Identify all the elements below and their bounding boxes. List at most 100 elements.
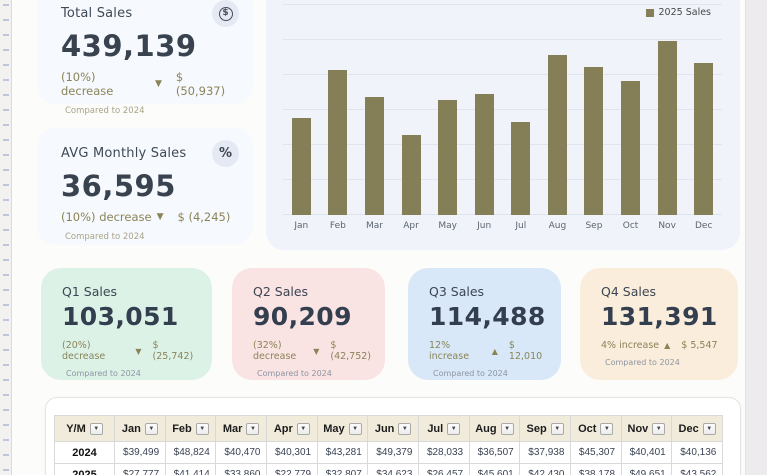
x-axis-label-feb: Feb: [329, 221, 346, 231]
value-cell-2024-jan[interactable]: $39,499: [114, 441, 166, 464]
currency-symbol: $: [376, 447, 382, 458]
x-axis-label-dec: Dec: [694, 221, 713, 231]
column-header-may: May ▼: [316, 415, 369, 442]
q2-delta: (32%) decrease ▼ $ (42,752): [253, 340, 371, 362]
column-header-label: Dec: [678, 422, 699, 435]
column-header-jan: Jan ▼: [114, 415, 166, 442]
filter-dropdown-button[interactable]: ▼: [195, 422, 209, 435]
filter-dropdown-button[interactable]: ▼: [652, 422, 666, 435]
value-cell-2024-may[interactable]: $43,281: [316, 441, 369, 464]
value-cell-2025-apr[interactable]: $22,779: [265, 463, 318, 475]
increase-arrow-icon: ▲: [664, 341, 671, 351]
value-cell-2024-sep[interactable]: $37,938: [519, 441, 571, 464]
cell-value: 43,562: [685, 469, 717, 475]
compared-label: Compared to 2024: [433, 369, 508, 379]
q1-sales-card: Q1 Sales 103,051 (20%) decrease ▼ $ (25,…: [41, 268, 212, 380]
value-cell-2024-jun[interactable]: $49,379: [367, 441, 419, 464]
filter-dropdown-button[interactable]: ▼: [296, 422, 310, 435]
currency-symbol: $: [325, 469, 332, 475]
value-cell-2024-nov[interactable]: $40,401: [620, 441, 673, 464]
column-header-label: May: [323, 422, 345, 435]
value-cell-2025-dec[interactable]: $43,562: [671, 463, 723, 475]
filter-dropdown-button[interactable]: ▼: [702, 422, 716, 435]
value-cell-2025-may[interactable]: $32,807: [316, 463, 369, 475]
column-header-label: Sep: [526, 422, 547, 435]
value-cell-2025-mar[interactable]: $33,860: [215, 463, 267, 475]
filter-dropdown-button[interactable]: ▼: [398, 422, 412, 435]
decrease-arrow-icon: ▼: [135, 346, 142, 356]
column-header-nov: Nov ▼: [620, 415, 673, 442]
value-cell-2024-dec[interactable]: $40,136: [671, 441, 723, 464]
value-cell-2025-jun[interactable]: $34,623: [367, 463, 419, 475]
filter-dropdown-button[interactable]: ▼: [500, 422, 514, 435]
filter-dropdown-button[interactable]: ▼: [246, 422, 260, 435]
value-cell-2024-apr[interactable]: $40,301: [265, 441, 318, 464]
currency-symbol: $: [477, 447, 484, 458]
value-cell-2025-sep[interactable]: $42,430: [519, 463, 571, 475]
q3-title: Q3 Sales: [429, 284, 485, 299]
cell-value: 40,470: [229, 447, 261, 458]
column-header-label: Jan: [121, 422, 141, 435]
table-row-2024: 2024 $39,499 $48,824 $40,470 $40,301 $43,281 $…: [54, 441, 723, 464]
gridline: [283, 39, 722, 40]
value-cell-2025-jul[interactable]: $26,457: [417, 463, 470, 475]
year-cell-2025[interactable]: 2025: [54, 463, 115, 475]
value-cell-2025-jan[interactable]: $27,777: [114, 463, 166, 475]
delta-text: (20%) decrease: [62, 340, 106, 363]
value-cell-2024-aug[interactable]: $36,507: [468, 441, 521, 464]
value-cell-2024-mar[interactable]: $40,470: [215, 441, 267, 464]
filter-dropdown-button[interactable]: ▼: [348, 422, 362, 435]
currency-symbol: $: [477, 469, 484, 475]
decrease-arrow-icon: ▼: [156, 212, 164, 223]
cell-value: 37,938: [533, 447, 565, 458]
currency-symbol: $: [680, 447, 686, 458]
cell-value: 26,457: [432, 469, 464, 475]
filter-dropdown-button[interactable]: ▼: [447, 422, 461, 435]
currency-symbol: $: [325, 447, 332, 458]
sales-table: Y/M ▼ Jan ▼ Feb ▼ Mar ▼ Apr ▼ May ▼ Jun ▼ Jul ▼ Aug ▼ Sep ▼…: [54, 415, 723, 475]
column-header-label: Nov: [627, 422, 649, 435]
currency-symbol: $: [629, 447, 636, 458]
column-header-jul: Jul ▼: [417, 415, 470, 442]
delta-amount: $ (4,245): [177, 210, 231, 225]
avg-monthly-sales-card: AVG Monthly Sales % 36,595 (10%) decreas…: [37, 128, 253, 245]
x-axis-label-may: May: [438, 221, 457, 231]
cell-value: 43,281: [331, 447, 362, 458]
x-axis-label-mar: Mar: [365, 221, 383, 231]
column-header-label: Oct: [578, 422, 597, 435]
x-axis-label-aug: Aug: [548, 221, 567, 231]
filter-dropdown-button[interactable]: ▼: [600, 422, 614, 435]
q2-title: Q2 Sales: [253, 284, 309, 299]
sales-table-card: Y/M ▼ Jan ▼ Feb ▼ Mar ▼ Apr ▼ May ▼ Jun ▼ Jul ▼ Aug ▼ Sep ▼…: [45, 397, 741, 475]
x-axis-label-apr: Apr: [403, 221, 419, 231]
cell-value: 33,860: [229, 469, 261, 475]
value-cell-2024-jul[interactable]: $28,033: [417, 441, 470, 464]
year-cell-2024[interactable]: 2024: [54, 441, 115, 464]
value-cell-2025-aug[interactable]: $45,601: [468, 463, 521, 475]
filter-dropdown-button[interactable]: ▼: [144, 422, 158, 435]
column-header-oct: Oct ▼: [569, 415, 622, 442]
legend-label: 2025 Sales: [658, 7, 711, 18]
currency-symbol: $: [426, 447, 433, 458]
cell-value: 41,414: [179, 469, 210, 475]
q3-delta: 12% increase ▲ $ 12,010: [429, 340, 547, 362]
value-cell-2024-feb[interactable]: $48,824: [164, 441, 217, 464]
value-cell-2025-oct[interactable]: $38,178: [569, 463, 622, 475]
cell-value: 34,623: [381, 469, 413, 475]
column-header-sep: Sep ▼: [519, 415, 571, 442]
gridline: [283, 74, 722, 75]
value-cell-2025-nov[interactable]: $49,651: [620, 463, 673, 475]
bar-dec: [694, 62, 714, 215]
delta-amount: $ (50,937): [175, 70, 226, 99]
q3-value: 114,488: [429, 302, 546, 331]
value-cell-2025-feb[interactable]: $41,414: [164, 463, 217, 475]
bar-aug: [547, 55, 567, 215]
filter-dropdown-button[interactable]: ▼: [89, 422, 103, 435]
q1-title: Q1 Sales: [62, 284, 118, 299]
cell-value: 32,807: [331, 469, 362, 475]
avg-sales-delta: (10%) decrease ▼ $ (4,245): [61, 210, 235, 224]
value-cell-2024-oct[interactable]: $45,307: [569, 441, 622, 464]
filter-dropdown-button[interactable]: ▼: [550, 422, 564, 435]
currency-symbol: $: [123, 447, 129, 458]
total-sales-card: Total Sales $ 439,139 (10%) decrease ▼ $…: [37, 0, 253, 116]
